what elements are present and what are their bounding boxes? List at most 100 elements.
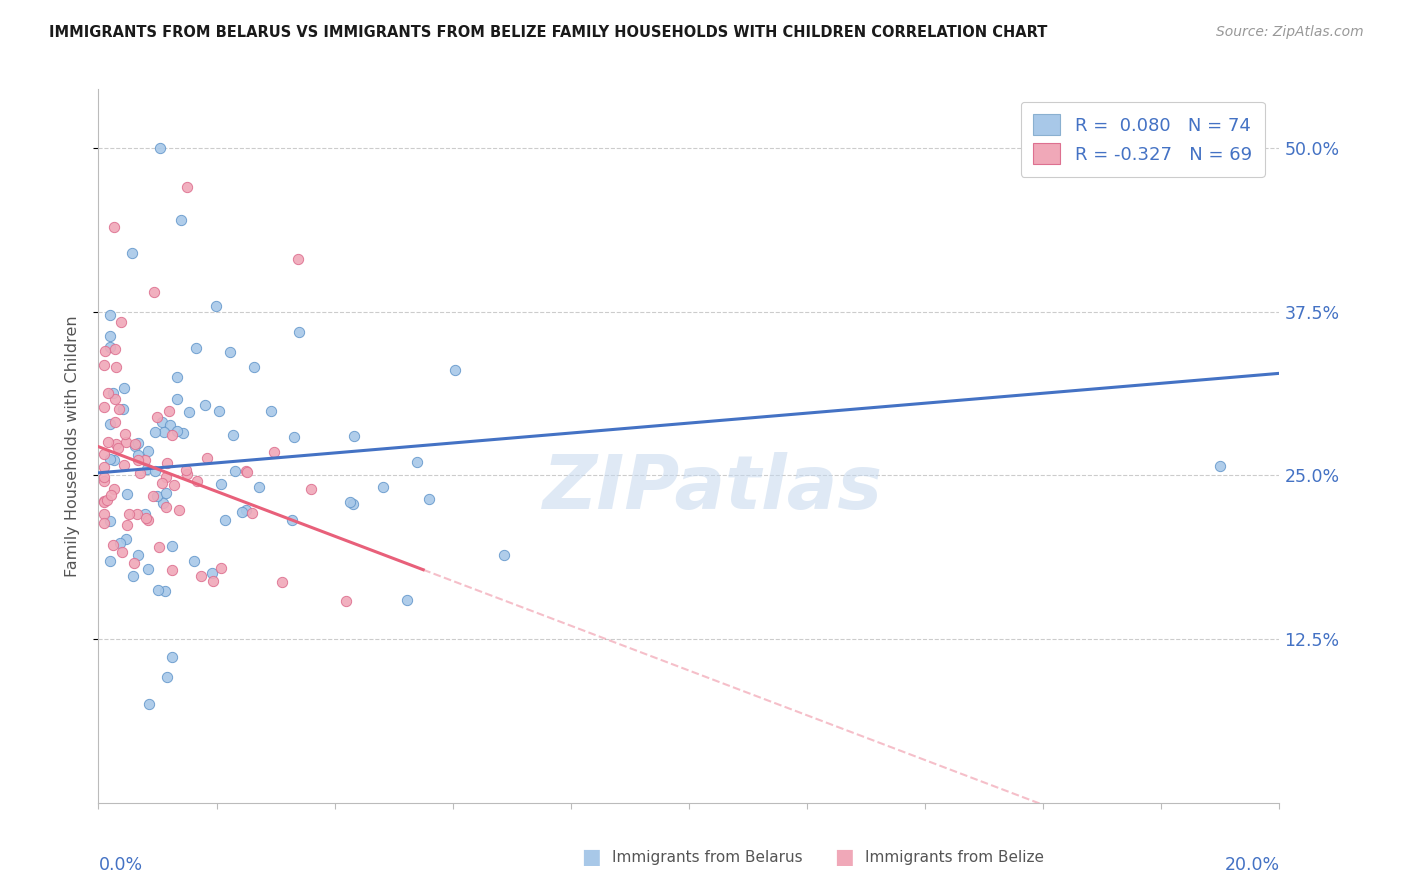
- Point: [172, 425, 194, 440]
- Point: [93, 400, 115, 414]
- Point: [127, 452, 149, 467]
- Point: [101, 538, 124, 552]
- Point: [184, 342, 207, 356]
- Point: [169, 213, 191, 227]
- Point: [209, 561, 232, 575]
- Point: [169, 503, 191, 517]
- Point: [129, 466, 152, 480]
- Point: [174, 463, 197, 477]
- Point: [118, 507, 141, 521]
- Y-axis label: Family Households with Children: Family Households with Children: [65, 315, 80, 577]
- Point: [163, 478, 186, 492]
- Point: [104, 392, 127, 406]
- Point: [160, 650, 183, 665]
- Point: [98, 554, 121, 568]
- Point: [155, 470, 177, 484]
- Point: [152, 425, 174, 440]
- Point: [214, 513, 236, 527]
- Point: [138, 697, 160, 711]
- Point: [115, 434, 138, 449]
- Point: [150, 475, 173, 490]
- Point: [93, 495, 115, 509]
- Point: [205, 299, 228, 313]
- Point: [121, 245, 143, 260]
- Point: [146, 410, 169, 425]
- Point: [176, 467, 198, 482]
- Point: [243, 360, 266, 375]
- Point: [103, 453, 125, 467]
- Point: [186, 474, 208, 488]
- Point: [112, 381, 135, 395]
- Text: Source: ZipAtlas.com: Source: ZipAtlas.com: [1216, 25, 1364, 39]
- Point: [224, 464, 246, 478]
- Point: [93, 475, 115, 489]
- Point: [115, 533, 138, 547]
- Point: [166, 425, 188, 439]
- Point: [93, 447, 115, 461]
- Point: [93, 359, 115, 373]
- Text: Immigrants from Belarus: Immigrants from Belarus: [612, 850, 803, 865]
- Point: [93, 470, 115, 484]
- Point: [218, 345, 240, 359]
- Legend: R =  0.080   N = 74, R = -0.327   N = 69: R = 0.080 N = 74, R = -0.327 N = 69: [1021, 102, 1264, 177]
- Point: [1209, 458, 1232, 473]
- Point: [156, 456, 179, 470]
- Point: [194, 398, 217, 412]
- Point: [283, 430, 305, 444]
- Point: [125, 508, 148, 522]
- Point: [93, 494, 115, 508]
- Point: [136, 444, 159, 458]
- Point: [149, 141, 172, 155]
- Point: [97, 435, 120, 450]
- Point: [160, 428, 183, 442]
- Point: [152, 496, 174, 510]
- Point: [443, 363, 465, 377]
- Point: [271, 575, 294, 590]
- Text: ■: ■: [581, 847, 600, 867]
- Point: [108, 536, 131, 550]
- Point: [103, 219, 125, 234]
- Point: [98, 340, 121, 354]
- Text: ■: ■: [834, 847, 853, 867]
- Text: 0.0%: 0.0%: [98, 856, 142, 874]
- Point: [235, 464, 257, 478]
- Point: [209, 476, 232, 491]
- Point: [98, 328, 121, 343]
- Point: [104, 359, 127, 374]
- Point: [177, 405, 200, 419]
- Point: [287, 252, 309, 267]
- Point: [136, 513, 159, 527]
- Point: [142, 489, 165, 503]
- Point: [342, 497, 364, 511]
- Text: ZIPatlas: ZIPatlas: [543, 452, 883, 525]
- Point: [136, 562, 159, 576]
- Point: [335, 593, 357, 607]
- Point: [235, 466, 257, 480]
- Point: [176, 180, 198, 194]
- Point: [202, 574, 225, 588]
- Point: [208, 404, 231, 418]
- Point: [115, 487, 138, 501]
- Point: [160, 564, 183, 578]
- Point: [156, 670, 179, 684]
- Point: [122, 556, 145, 570]
- Point: [146, 583, 169, 598]
- Point: [157, 404, 180, 418]
- Point: [135, 510, 157, 524]
- Point: [281, 512, 304, 526]
- Point: [288, 325, 311, 339]
- Point: [98, 417, 121, 432]
- Point: [124, 439, 146, 453]
- Point: [406, 455, 429, 469]
- Point: [103, 386, 125, 401]
- Point: [112, 458, 135, 473]
- Text: Immigrants from Belize: Immigrants from Belize: [865, 850, 1043, 865]
- Point: [93, 459, 115, 474]
- Point: [134, 453, 156, 467]
- Point: [114, 426, 136, 441]
- Point: [104, 437, 127, 451]
- Point: [134, 508, 156, 522]
- Point: [162, 539, 184, 553]
- Point: [121, 569, 143, 583]
- Text: 20.0%: 20.0%: [1225, 856, 1279, 874]
